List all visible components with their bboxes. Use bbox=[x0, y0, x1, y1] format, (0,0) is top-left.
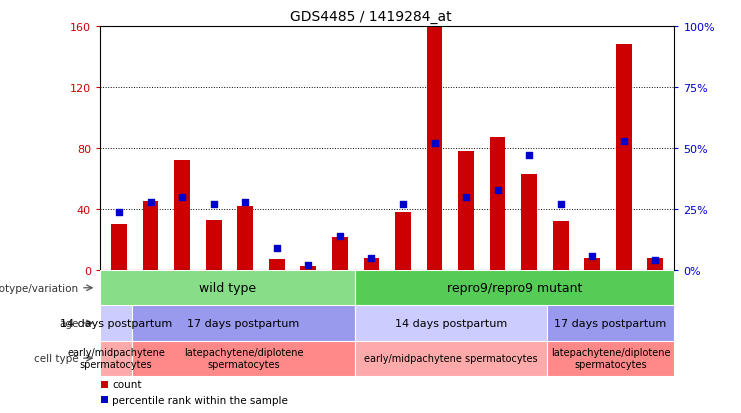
Point bbox=[428, 140, 440, 147]
Point bbox=[555, 202, 567, 208]
Text: repro9/repro9 mutant: repro9/repro9 mutant bbox=[447, 282, 582, 294]
Bar bbox=[355, 271, 674, 306]
Text: wild type: wild type bbox=[199, 282, 256, 294]
Text: 14 days postpartum: 14 days postpartum bbox=[60, 318, 172, 328]
Text: latepachytene/diplotene
spermatocytes: latepachytene/diplotene spermatocytes bbox=[184, 347, 303, 369]
Bar bbox=[132, 306, 355, 341]
Bar bbox=[547, 306, 674, 341]
Bar bbox=[206, 220, 222, 271]
Point bbox=[176, 194, 188, 201]
Point bbox=[113, 209, 125, 215]
Bar bbox=[395, 213, 411, 271]
Bar bbox=[111, 225, 127, 271]
Text: latepachytene/diplotene
spermatocytes: latepachytene/diplotene spermatocytes bbox=[551, 347, 671, 369]
Point bbox=[334, 233, 346, 240]
Bar bbox=[521, 175, 537, 271]
Bar bbox=[100, 306, 132, 341]
Text: genotype/variation: genotype/variation bbox=[0, 283, 79, 293]
Bar bbox=[490, 138, 505, 271]
Point bbox=[302, 262, 314, 269]
Text: percentile rank within the sample: percentile rank within the sample bbox=[112, 395, 288, 405]
Point bbox=[460, 194, 472, 201]
Bar bbox=[355, 341, 547, 376]
Bar bbox=[237, 206, 253, 271]
Point bbox=[207, 202, 219, 208]
Bar bbox=[100, 271, 355, 306]
Text: cell type: cell type bbox=[34, 353, 79, 363]
Point bbox=[365, 255, 377, 262]
Bar bbox=[355, 306, 547, 341]
Point bbox=[618, 138, 630, 145]
Bar bbox=[300, 266, 316, 271]
Bar bbox=[458, 152, 474, 271]
Bar bbox=[101, 396, 107, 404]
Point bbox=[649, 257, 661, 264]
Bar bbox=[553, 222, 568, 271]
Bar bbox=[142, 202, 159, 271]
Point bbox=[144, 199, 156, 206]
Text: 14 days postpartum: 14 days postpartum bbox=[395, 318, 507, 328]
Text: 17 days postpartum: 17 days postpartum bbox=[187, 318, 299, 328]
Point bbox=[397, 202, 409, 208]
Text: count: count bbox=[112, 380, 142, 389]
Bar bbox=[332, 237, 348, 271]
Bar bbox=[427, 27, 442, 271]
Text: 17 days postpartum: 17 days postpartum bbox=[554, 318, 667, 328]
Point bbox=[523, 153, 535, 159]
Bar bbox=[648, 259, 663, 271]
Text: early/midpachytene
spermatocytes: early/midpachytene spermatocytes bbox=[67, 347, 165, 369]
Point bbox=[492, 187, 504, 193]
Bar bbox=[616, 45, 632, 271]
Bar bbox=[269, 260, 285, 271]
Text: early/midpachytene spermatocytes: early/midpachytene spermatocytes bbox=[364, 353, 538, 363]
Bar bbox=[100, 341, 132, 376]
Bar bbox=[585, 259, 600, 271]
Point bbox=[239, 199, 251, 206]
Point bbox=[586, 253, 598, 259]
Text: age: age bbox=[59, 318, 79, 328]
Bar bbox=[101, 381, 107, 388]
Bar bbox=[364, 259, 379, 271]
Text: GDS4485 / 1419284_at: GDS4485 / 1419284_at bbox=[290, 10, 451, 24]
Bar bbox=[174, 161, 190, 271]
Point bbox=[270, 245, 282, 252]
Bar bbox=[132, 341, 355, 376]
Bar bbox=[547, 341, 674, 376]
